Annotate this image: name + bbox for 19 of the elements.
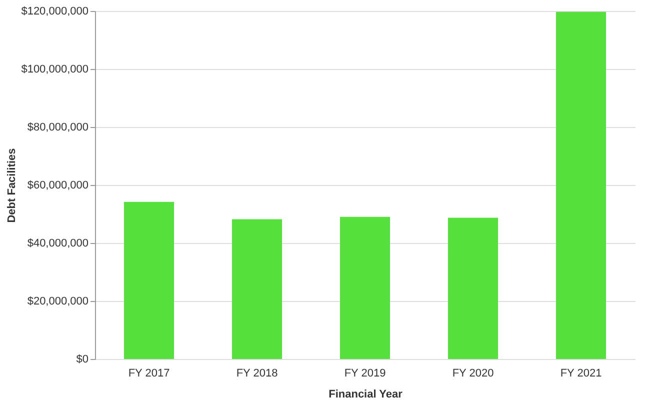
x-tick-label: FY 2019 — [344, 368, 386, 380]
y-tick-label: $100,000,000 — [21, 64, 88, 76]
x-axis-title: Financial Year — [328, 388, 404, 400]
x-tick-label: FY 2021 — [560, 368, 602, 380]
y-tick-label: $60,000,000 — [27, 180, 88, 192]
y-tick-label: $80,000,000 — [27, 122, 88, 134]
y-tick-label: $0 — [76, 354, 88, 366]
y-tick-label: $120,000,000 — [21, 6, 88, 18]
y-tick-label: $20,000,000 — [27, 296, 88, 308]
bar — [556, 12, 606, 359]
bar — [340, 216, 390, 359]
bar — [232, 219, 282, 359]
x-tick-label: FY 2020 — [452, 368, 494, 380]
y-tick-label: $40,000,000 — [27, 238, 88, 250]
bar — [124, 202, 174, 359]
x-tick-label: FY 2017 — [128, 368, 170, 380]
bar — [448, 218, 498, 359]
x-tick-label: FY 2018 — [236, 368, 278, 380]
y-axis-title: Debt Facilities — [6, 148, 18, 223]
